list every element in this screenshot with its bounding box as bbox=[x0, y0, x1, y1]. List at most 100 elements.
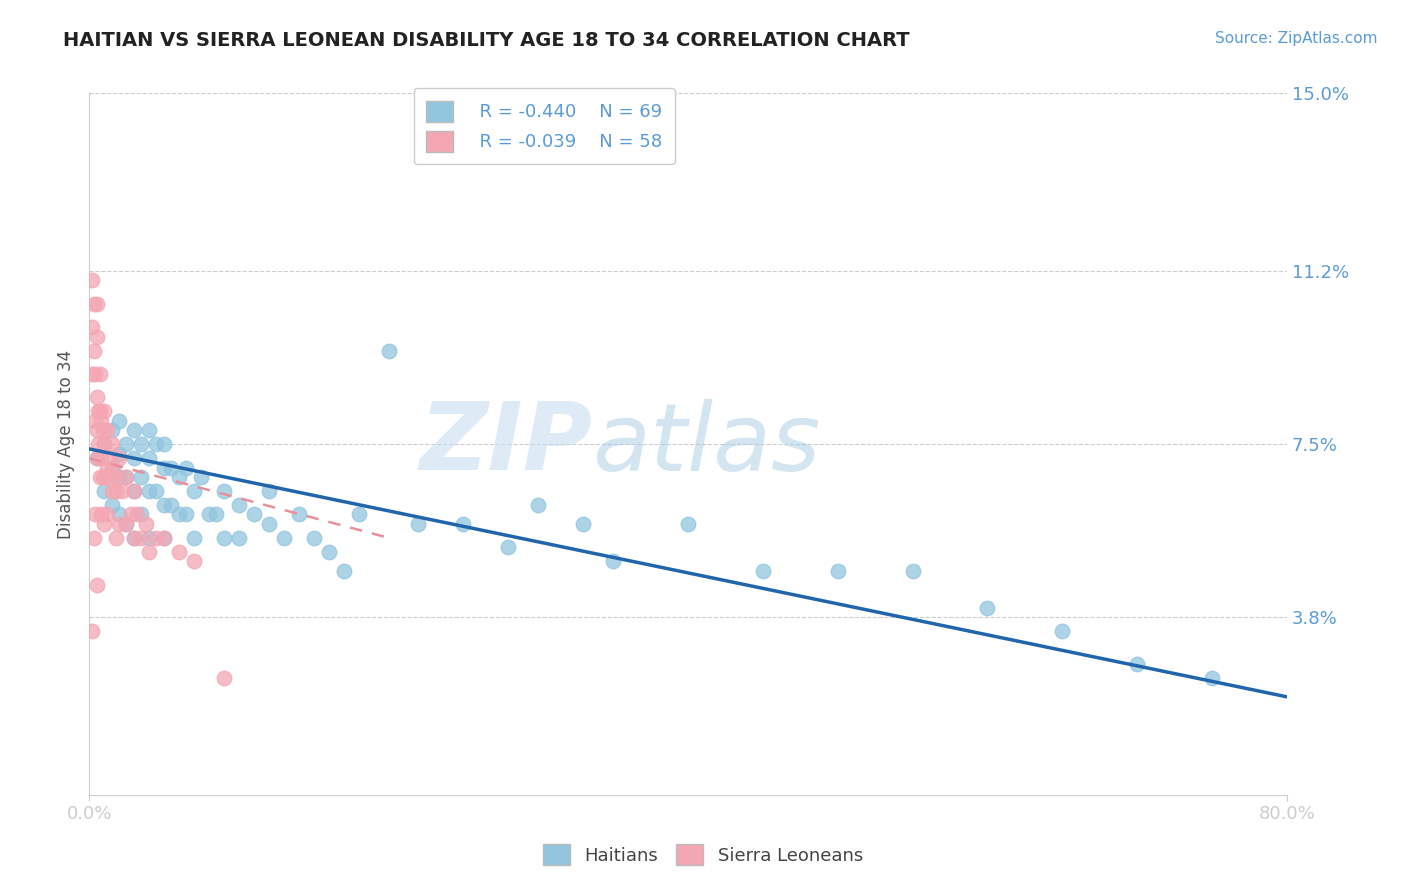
Point bbox=[827, 564, 849, 578]
Point bbox=[93, 404, 115, 418]
Point bbox=[153, 498, 176, 512]
Point bbox=[90, 451, 112, 466]
Point bbox=[103, 470, 125, 484]
Point bbox=[602, 554, 624, 568]
Text: atlas: atlas bbox=[592, 399, 820, 490]
Point bbox=[105, 483, 128, 498]
Point bbox=[86, 577, 108, 591]
Point bbox=[131, 531, 153, 545]
Point bbox=[93, 483, 115, 498]
Point bbox=[86, 451, 108, 466]
Point bbox=[527, 498, 550, 512]
Point bbox=[108, 414, 131, 428]
Point bbox=[167, 508, 190, 522]
Point bbox=[153, 460, 176, 475]
Point bbox=[100, 423, 122, 437]
Point bbox=[408, 516, 430, 531]
Point bbox=[318, 545, 340, 559]
Point bbox=[100, 460, 122, 475]
Point bbox=[83, 343, 105, 358]
Point bbox=[108, 470, 131, 484]
Point bbox=[153, 437, 176, 451]
Point bbox=[1126, 657, 1149, 671]
Point bbox=[97, 451, 120, 466]
Point bbox=[93, 437, 115, 451]
Point bbox=[122, 531, 145, 545]
Point bbox=[160, 498, 183, 512]
Point bbox=[89, 367, 111, 381]
Point bbox=[242, 508, 264, 522]
Point bbox=[122, 451, 145, 466]
Point bbox=[676, 516, 699, 531]
Point bbox=[115, 516, 138, 531]
Point bbox=[131, 437, 153, 451]
Legend: Haitians, Sierra Leoneans: Haitians, Sierra Leoneans bbox=[536, 837, 870, 872]
Text: HAITIAN VS SIERRA LEONEAN DISABILITY AGE 18 TO 34 CORRELATION CHART: HAITIAN VS SIERRA LEONEAN DISABILITY AGE… bbox=[63, 31, 910, 50]
Point bbox=[976, 601, 998, 615]
Text: Source: ZipAtlas.com: Source: ZipAtlas.com bbox=[1215, 31, 1378, 46]
Point bbox=[190, 470, 212, 484]
Point bbox=[115, 470, 138, 484]
Point bbox=[138, 423, 160, 437]
Point bbox=[122, 483, 145, 498]
Point bbox=[100, 483, 122, 498]
Point bbox=[1201, 671, 1223, 685]
Point bbox=[96, 508, 118, 522]
Point bbox=[80, 273, 103, 287]
Point bbox=[108, 451, 131, 466]
Y-axis label: Disability Age 18 to 34: Disability Age 18 to 34 bbox=[58, 350, 75, 539]
Point bbox=[212, 531, 235, 545]
Point bbox=[198, 508, 221, 522]
Point bbox=[138, 531, 160, 545]
Point bbox=[153, 531, 176, 545]
Point bbox=[183, 531, 205, 545]
Point bbox=[100, 498, 122, 512]
Point bbox=[273, 531, 295, 545]
Point bbox=[90, 508, 112, 522]
Point bbox=[212, 671, 235, 685]
Point bbox=[96, 423, 118, 437]
Point bbox=[498, 540, 520, 554]
Point bbox=[122, 531, 145, 545]
Point bbox=[901, 564, 924, 578]
Point bbox=[87, 404, 110, 418]
Point bbox=[120, 508, 142, 522]
Point bbox=[91, 470, 114, 484]
Point bbox=[138, 545, 160, 559]
Point bbox=[86, 391, 108, 405]
Point bbox=[1052, 624, 1074, 639]
Point bbox=[100, 437, 122, 451]
Point bbox=[287, 508, 309, 522]
Text: ZIP: ZIP bbox=[419, 398, 592, 491]
Point bbox=[93, 470, 115, 484]
Point bbox=[125, 508, 148, 522]
Point bbox=[84, 508, 107, 522]
Point bbox=[752, 564, 775, 578]
Point bbox=[83, 531, 105, 545]
Point bbox=[176, 508, 198, 522]
Point bbox=[377, 343, 399, 358]
Legend:   R = -0.440    N = 69,   R = -0.039    N = 58: R = -0.440 N = 69, R = -0.039 N = 58 bbox=[413, 88, 675, 164]
Point bbox=[86, 297, 108, 311]
Point bbox=[108, 508, 131, 522]
Point bbox=[176, 460, 198, 475]
Point bbox=[160, 460, 183, 475]
Point bbox=[153, 531, 176, 545]
Point bbox=[122, 423, 145, 437]
Point bbox=[86, 329, 108, 343]
Point bbox=[108, 446, 131, 460]
Point bbox=[131, 470, 153, 484]
Point bbox=[347, 508, 370, 522]
Point bbox=[86, 451, 108, 466]
Point bbox=[131, 508, 153, 522]
Point bbox=[138, 483, 160, 498]
Point bbox=[205, 508, 228, 522]
Point bbox=[84, 367, 107, 381]
Point bbox=[228, 498, 250, 512]
Point bbox=[145, 483, 167, 498]
Point bbox=[122, 483, 145, 498]
Point bbox=[572, 516, 595, 531]
Point bbox=[332, 564, 354, 578]
Point bbox=[84, 414, 107, 428]
Point bbox=[115, 470, 138, 484]
